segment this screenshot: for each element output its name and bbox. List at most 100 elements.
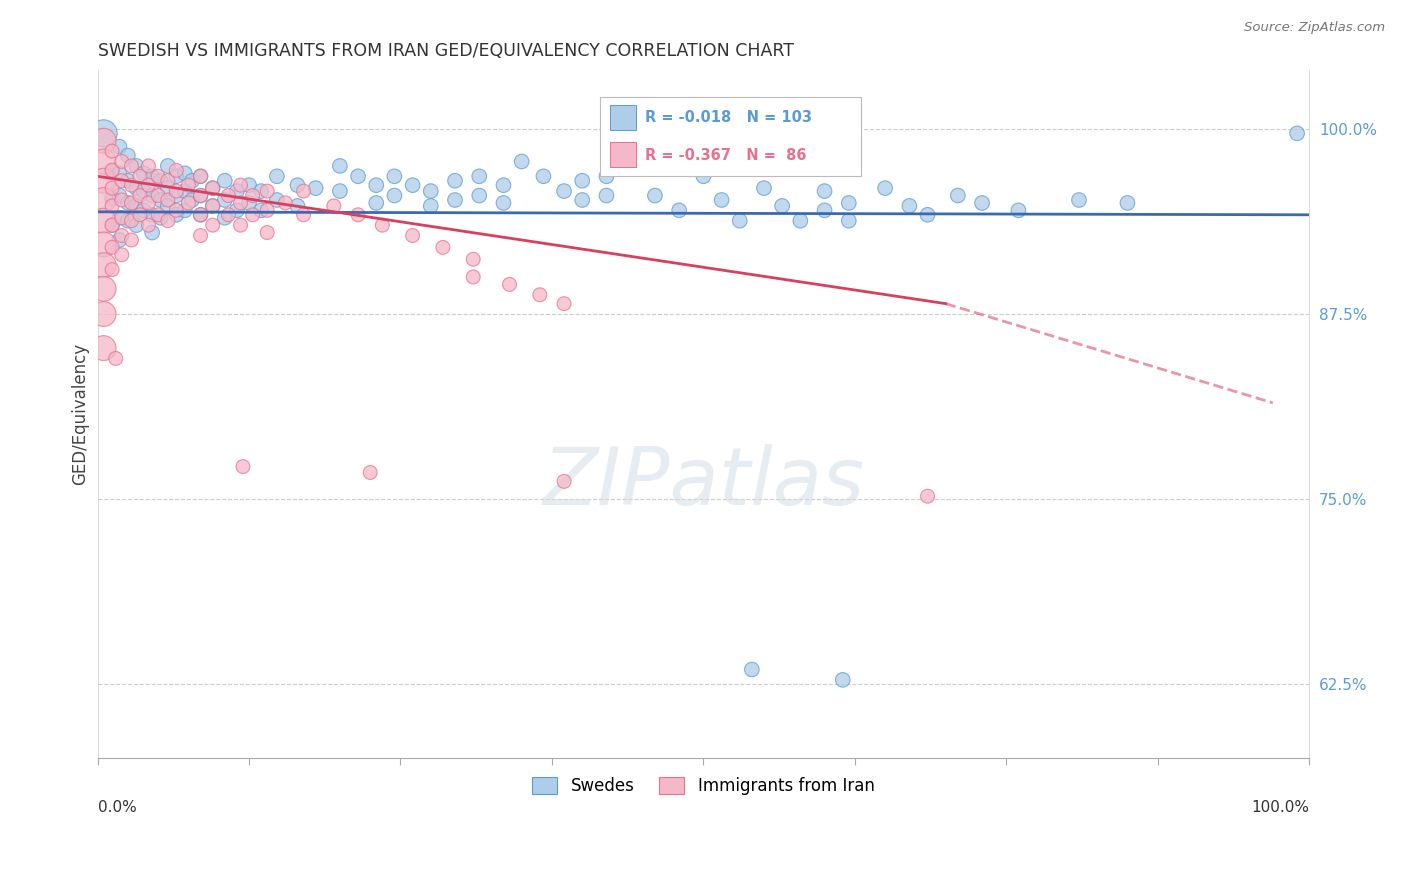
Point: [149, 211, 172, 225]
Point: [1067, 193, 1090, 207]
Point: [366, 196, 388, 211]
Point: [917, 208, 939, 222]
Point: [93, 237, 115, 252]
Point: [93, 341, 115, 355]
Point: [498, 277, 520, 292]
Point: [463, 252, 485, 267]
Point: [93, 134, 115, 148]
Point: [626, 159, 648, 173]
Point: [838, 196, 860, 211]
Point: [165, 203, 187, 218]
Point: [553, 296, 575, 310]
Point: [93, 307, 115, 321]
Point: [571, 193, 593, 207]
Point: [101, 163, 124, 178]
Point: [492, 178, 515, 193]
Point: [121, 196, 143, 211]
Point: [165, 208, 187, 222]
Point: [156, 181, 179, 195]
Point: [156, 213, 179, 227]
Point: [93, 258, 115, 272]
Point: [93, 213, 115, 227]
Point: [165, 188, 187, 202]
Point: [201, 181, 224, 195]
Point: [101, 181, 124, 195]
Point: [752, 181, 775, 195]
Point: [93, 282, 115, 296]
Point: [419, 184, 441, 198]
Point: [444, 174, 467, 188]
Point: [101, 192, 124, 206]
Point: [329, 159, 352, 173]
Point: [117, 174, 139, 188]
Point: [165, 163, 187, 178]
Point: [468, 169, 491, 184]
Point: [371, 218, 394, 232]
Point: [125, 199, 148, 213]
Legend: Swedes, Immigrants from Iran: Swedes, Immigrants from Iran: [526, 770, 882, 802]
Point: [292, 208, 315, 222]
Point: [347, 169, 370, 184]
Point: [93, 126, 115, 140]
Point: [101, 218, 124, 232]
Point: [101, 218, 124, 232]
Point: [141, 169, 163, 184]
Point: [121, 159, 143, 173]
Point: [1286, 126, 1309, 140]
Point: [468, 188, 491, 202]
Point: [121, 233, 143, 247]
Y-axis label: GED/Equivalency: GED/Equivalency: [72, 343, 89, 485]
Point: [173, 203, 195, 218]
Point: [190, 228, 212, 243]
Point: [510, 154, 533, 169]
Point: [444, 193, 467, 207]
Point: [121, 178, 143, 193]
Point: [138, 196, 160, 211]
Point: [117, 213, 139, 227]
Point: [1116, 196, 1139, 211]
Point: [595, 188, 617, 202]
Point: [256, 226, 278, 240]
Point: [111, 193, 134, 207]
Point: [111, 248, 134, 262]
Point: [149, 193, 172, 207]
Point: [250, 203, 273, 218]
Point: [266, 169, 288, 184]
Point: [229, 178, 252, 193]
Point: [401, 178, 423, 193]
Point: [111, 211, 134, 225]
Point: [129, 169, 152, 184]
Point: [125, 218, 148, 232]
Point: [238, 196, 260, 211]
Point: [146, 188, 169, 202]
Point: [366, 178, 388, 193]
Point: [384, 188, 406, 202]
Point: [322, 199, 344, 213]
Point: [242, 188, 264, 202]
Point: [141, 226, 163, 240]
Point: [917, 489, 939, 503]
Point: [177, 196, 200, 211]
Point: [292, 184, 315, 198]
Point: [108, 166, 131, 180]
Point: [250, 184, 273, 198]
Point: [831, 673, 853, 687]
Point: [875, 181, 897, 195]
Point: [146, 208, 169, 222]
Point: [214, 193, 236, 207]
Point: [789, 213, 811, 227]
Point: [384, 169, 406, 184]
Point: [401, 228, 423, 243]
Point: [492, 196, 515, 211]
Point: [93, 174, 115, 188]
Point: [571, 174, 593, 188]
Point: [141, 208, 163, 222]
Point: [132, 166, 155, 180]
Point: [165, 184, 187, 198]
Point: [93, 193, 115, 207]
Point: [226, 203, 249, 218]
Point: [201, 199, 224, 213]
Point: [813, 203, 835, 218]
Point: [553, 475, 575, 489]
Point: [156, 159, 179, 173]
